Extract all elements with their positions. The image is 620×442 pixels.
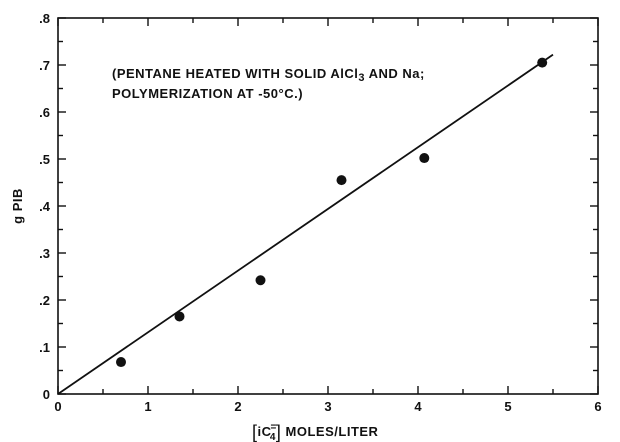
annotation: (PENTANE HEATED WITH SOLID AlCl3 AND Na;… — [112, 66, 429, 101]
y-axis-title: g PIB — [10, 188, 25, 224]
fit-line — [57, 53, 554, 395]
y-tick-label: .5 — [39, 152, 50, 167]
data-points — [116, 57, 548, 368]
data-point — [255, 275, 266, 286]
y-tick-label: .8 — [39, 11, 50, 26]
x-tick-label: 2 — [234, 399, 241, 414]
y-tick-label: .4 — [39, 199, 51, 214]
x-tick-label: 0 — [54, 399, 61, 414]
x-tick-label: 4 — [414, 399, 422, 414]
data-point — [174, 311, 185, 322]
x-tick-label: 6 — [594, 399, 601, 414]
data-point — [336, 175, 347, 186]
data-point — [116, 357, 126, 368]
x-tick-label: 5 — [504, 399, 511, 414]
x-tick-label: 1 — [144, 399, 151, 414]
y-tick-label: .1 — [39, 340, 50, 355]
y-tick-label: .2 — [39, 293, 50, 308]
tick-labels: 0 1 2 3 4 5 6 0 .1 .2 .3 .4 .5 .6 .7 .8 — [39, 11, 601, 414]
y-tick-label: .7 — [39, 58, 50, 73]
ticks — [57, 17, 599, 395]
data-point — [419, 153, 430, 164]
y-tick-label: .6 — [39, 105, 50, 120]
y-tick-label: .3 — [39, 246, 50, 261]
x-tick-label: 3 — [324, 399, 331, 414]
data-point — [537, 57, 548, 68]
x-axis-title: [iC= 4] MOLES/LITER — [252, 422, 379, 442]
y-tick-label: 0 — [43, 387, 50, 402]
